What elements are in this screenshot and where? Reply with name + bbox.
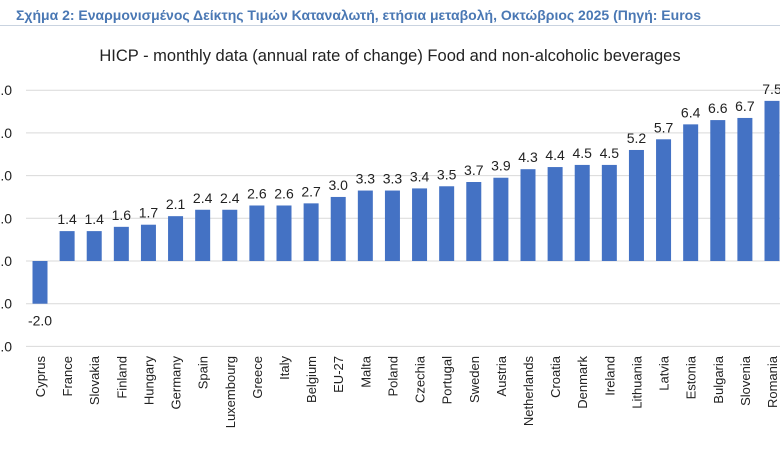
bar-luxembourg [222, 209, 238, 261]
chart-title: HICP - monthly data (annual rate of chan… [99, 47, 680, 65]
bar-estonia [683, 124, 699, 261]
y-tick-label: 0.0 [0, 253, 12, 269]
x-tick-label: Austria [494, 355, 509, 396]
data-label: 4.5 [572, 145, 592, 161]
y-tick-labels: 8.0 6.0 4.0 2.0 0.0 -2.0 -4.0 [0, 82, 12, 354]
bar-belgium [303, 203, 319, 261]
y-tick-label: 2.0 [0, 210, 12, 226]
bar-denmark [574, 164, 590, 261]
bar-sweden [466, 182, 482, 261]
x-tick-label: Finland [114, 356, 129, 399]
x-tick-label: Malta [358, 355, 373, 388]
x-tick-label: Luxembourg [223, 356, 238, 428]
x-tick-label: Italy [277, 356, 292, 380]
data-label: 7.5 [762, 81, 780, 97]
y-tick-label: 4.0 [0, 168, 12, 184]
x-tick-label: Latvia [657, 355, 672, 390]
data-label: 2.7 [301, 183, 321, 199]
data-label: 1.6 [112, 207, 132, 223]
data-label: 2.6 [247, 185, 267, 201]
x-tick-label: Sweden [467, 356, 482, 403]
bar-slovenia [737, 117, 753, 261]
data-label: 6.6 [708, 100, 728, 116]
x-tick-label: EU-27 [331, 356, 346, 393]
x-tick-label: Hungary [141, 356, 156, 406]
data-label: 1.4 [57, 211, 77, 227]
bar-czechia [412, 188, 428, 261]
x-tick-label: Spain [196, 356, 211, 389]
data-label: 3.7 [464, 162, 484, 178]
bar-latvia [656, 139, 672, 261]
bar-hungary [140, 224, 156, 261]
x-tick-label: Bulgaria [711, 355, 726, 403]
data-label: 3.9 [491, 158, 511, 174]
bar-poland [384, 190, 400, 261]
data-label: 2.6 [274, 185, 294, 201]
bar-netherlands [520, 169, 536, 261]
data-label: 3.5 [437, 166, 457, 182]
bar-eu-27 [330, 196, 346, 261]
x-tick-labels: Cyprus France Slovakia Finland Hungary German… [33, 355, 780, 428]
data-label: 5.2 [627, 130, 647, 146]
bar-germany [168, 216, 184, 261]
data-label: 3.0 [328, 177, 348, 193]
data-label: 4.4 [545, 147, 565, 163]
header-divider [0, 25, 780, 26]
bar-bulgaria [710, 120, 726, 261]
data-label: 1.7 [139, 205, 159, 221]
data-label: 6.7 [735, 98, 755, 114]
x-tick-label: Croatia [548, 355, 563, 398]
bars [32, 100, 780, 304]
data-label: 3.3 [383, 171, 403, 187]
figure-caption: Σχήμα 2: Εναρμονισμένος Δείκτης Τιμών Κα… [16, 7, 701, 23]
bar-greece [249, 205, 265, 261]
y-tick-label: 6.0 [0, 125, 12, 141]
bar-finland [113, 226, 129, 261]
bar-cyprus [32, 261, 48, 304]
data-label: 2.4 [193, 190, 213, 206]
x-tick-label: Estonia [684, 355, 699, 399]
data-label: 2.4 [220, 190, 240, 206]
bar-ireland [601, 164, 617, 261]
x-tick-label: Slovakia [87, 355, 102, 405]
data-label: 6.4 [681, 104, 701, 120]
bar-portugal [439, 186, 455, 261]
y-tick-label: -2.0 [0, 296, 12, 312]
x-tick-label: France [60, 356, 75, 396]
data-label: 3.3 [356, 171, 376, 187]
data-label: 4.3 [518, 149, 538, 165]
bar-slovakia [86, 231, 102, 261]
data-label: 2.1 [166, 196, 186, 212]
x-tick-label: Slovenia [738, 355, 753, 406]
x-tick-label: Cyprus [33, 356, 48, 398]
x-tick-label: Denmark [575, 356, 590, 409]
x-tick-label: Germany [169, 356, 184, 410]
data-label: 5.7 [654, 119, 674, 135]
bar-spain [195, 209, 211, 261]
x-tick-label: Netherlands [521, 356, 536, 427]
bar-lithuania [628, 149, 644, 261]
x-tick-label: Poland [385, 356, 400, 396]
x-tick-label: Portugal [440, 356, 455, 405]
bar-malta [357, 190, 373, 261]
x-tick-label: Ireland [602, 356, 617, 396]
data-label: 4.5 [600, 145, 620, 161]
bar-italy [276, 205, 292, 261]
bar-romania [764, 100, 780, 261]
bar-austria [493, 177, 509, 261]
data-label: 3.4 [410, 168, 430, 184]
x-tick-label: Czechia [413, 355, 428, 403]
y-tick-label: -4.0 [0, 338, 12, 354]
data-label: -2.0 [28, 313, 52, 329]
x-tick-label: Greece [250, 356, 265, 399]
data-labels: -2.0 1.4 1.4 1.6 1.7 2.1 2.4 2.4 2.6 2.6 2.7 3.0 3.3… [28, 81, 780, 329]
x-tick-label: Belgium [304, 356, 319, 403]
x-tick-label: Romania [765, 355, 780, 408]
bar-croatia [547, 167, 563, 261]
y-tick-label: 8.0 [0, 82, 12, 98]
bar-france [59, 231, 75, 261]
x-tick-label: Lithuania [629, 355, 644, 409]
data-label: 1.4 [84, 211, 104, 227]
